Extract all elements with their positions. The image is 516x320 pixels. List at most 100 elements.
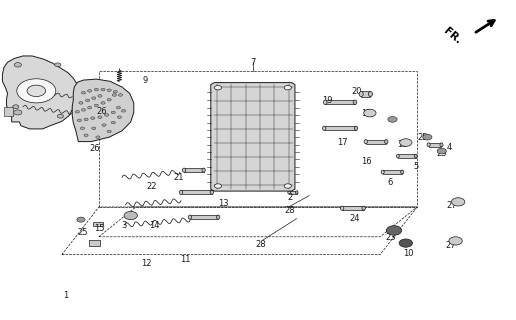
Circle shape (98, 95, 102, 97)
Polygon shape (325, 100, 355, 105)
Circle shape (82, 92, 86, 94)
Ellipse shape (440, 143, 443, 147)
Text: 5: 5 (413, 162, 418, 171)
Circle shape (388, 116, 397, 122)
Circle shape (84, 134, 88, 137)
Circle shape (437, 148, 446, 154)
Text: 3: 3 (121, 220, 126, 229)
Circle shape (449, 237, 462, 245)
Ellipse shape (183, 168, 186, 172)
Text: 17: 17 (337, 138, 348, 147)
Circle shape (399, 239, 412, 247)
Ellipse shape (288, 191, 291, 194)
Text: 9: 9 (142, 76, 148, 85)
Polygon shape (72, 79, 134, 142)
Text: 6: 6 (388, 178, 393, 187)
Text: 23: 23 (385, 233, 396, 242)
Circle shape (92, 127, 96, 130)
Ellipse shape (353, 100, 357, 105)
Text: 19: 19 (322, 96, 332, 105)
Circle shape (101, 88, 105, 91)
Ellipse shape (401, 170, 404, 174)
Polygon shape (93, 222, 103, 227)
Polygon shape (289, 191, 297, 194)
Text: 12: 12 (141, 259, 151, 268)
Text: 20: 20 (351, 87, 362, 96)
Ellipse shape (217, 215, 220, 219)
Circle shape (88, 90, 92, 92)
Text: 22: 22 (146, 182, 156, 191)
Text: 28: 28 (255, 240, 266, 249)
Circle shape (75, 110, 79, 113)
Text: 11: 11 (180, 255, 190, 264)
Circle shape (91, 117, 95, 119)
Circle shape (124, 212, 137, 220)
Text: 10: 10 (402, 249, 413, 258)
Text: 16: 16 (362, 157, 372, 166)
Polygon shape (342, 206, 364, 210)
Circle shape (14, 110, 22, 115)
Circle shape (84, 118, 88, 121)
Circle shape (386, 226, 401, 235)
Circle shape (452, 198, 465, 206)
Ellipse shape (210, 190, 214, 195)
Text: 13: 13 (218, 199, 229, 208)
Circle shape (27, 85, 45, 97)
Circle shape (102, 124, 106, 126)
Circle shape (111, 121, 115, 124)
Circle shape (423, 134, 432, 140)
Circle shape (92, 97, 96, 100)
Text: 18: 18 (397, 140, 408, 149)
Circle shape (214, 85, 221, 90)
Circle shape (364, 109, 376, 117)
Circle shape (117, 116, 121, 118)
Text: 27: 27 (447, 202, 457, 211)
Ellipse shape (341, 206, 344, 210)
Text: FR.: FR. (442, 26, 463, 46)
Ellipse shape (296, 191, 298, 194)
Circle shape (80, 127, 85, 130)
Text: 27: 27 (445, 241, 456, 250)
Circle shape (112, 94, 116, 96)
Ellipse shape (188, 215, 191, 219)
Circle shape (88, 106, 92, 109)
Text: 7: 7 (250, 58, 255, 67)
Ellipse shape (384, 140, 388, 144)
Ellipse shape (368, 92, 373, 97)
Ellipse shape (396, 155, 399, 158)
Ellipse shape (381, 170, 384, 174)
Circle shape (105, 114, 109, 116)
Circle shape (98, 116, 102, 118)
Circle shape (214, 184, 221, 188)
Circle shape (400, 139, 412, 146)
Text: 21: 21 (173, 173, 184, 182)
Circle shape (96, 136, 100, 139)
Circle shape (111, 111, 115, 114)
Circle shape (284, 184, 292, 188)
Circle shape (55, 63, 61, 67)
Text: 28: 28 (284, 206, 295, 215)
Polygon shape (324, 126, 356, 130)
Text: 24: 24 (349, 214, 360, 223)
Ellipse shape (414, 155, 417, 158)
Circle shape (118, 94, 122, 96)
Polygon shape (184, 168, 204, 172)
Circle shape (116, 106, 120, 109)
Text: 26: 26 (96, 107, 107, 116)
Circle shape (77, 217, 85, 222)
Text: 1: 1 (63, 291, 68, 300)
Circle shape (101, 102, 105, 104)
Polygon shape (366, 140, 386, 144)
Circle shape (86, 99, 90, 102)
Polygon shape (429, 143, 442, 147)
Ellipse shape (427, 143, 430, 147)
Circle shape (17, 79, 56, 103)
Text: 15: 15 (93, 224, 104, 233)
Text: 2: 2 (287, 193, 293, 202)
Polygon shape (89, 240, 101, 246)
Circle shape (94, 88, 99, 91)
Circle shape (57, 114, 63, 118)
Polygon shape (398, 155, 416, 158)
Ellipse shape (180, 190, 183, 195)
Text: 4: 4 (446, 143, 452, 152)
